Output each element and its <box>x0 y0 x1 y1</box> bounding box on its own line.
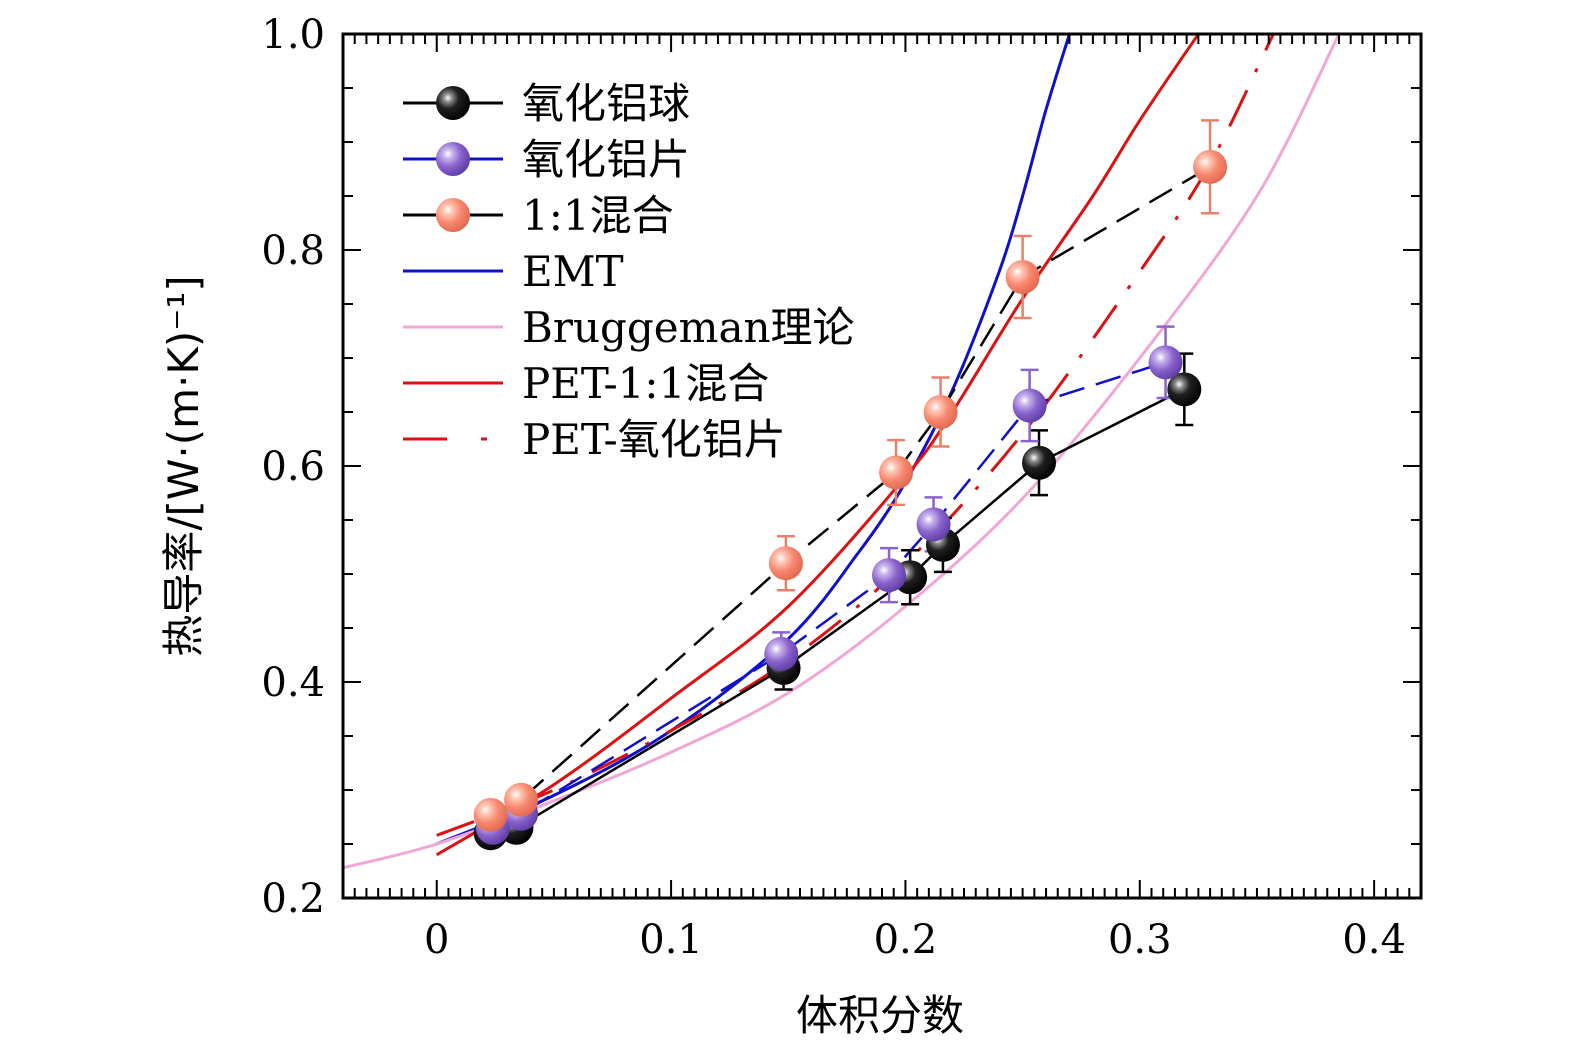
legend-label: PET-氧化铝片 <box>522 415 786 464</box>
data-point <box>1148 345 1183 380</box>
series-curve-6 <box>436 34 1275 837</box>
y-axis-title: 热导率/[W·(m·K)⁻¹] <box>159 275 208 656</box>
legend-item: EMT <box>403 247 624 296</box>
legend-label: Bruggeman理论 <box>522 303 855 352</box>
data-point <box>1005 260 1040 294</box>
data-point <box>916 507 951 542</box>
legend-item: PET-氧化铝片 <box>403 415 786 464</box>
data-point <box>1193 149 1228 184</box>
legend-swatch-marker <box>436 198 470 232</box>
legend-label: 氧化铝片 <box>522 135 690 184</box>
legend-label: EMT <box>522 247 624 296</box>
series-curve-3 <box>436 34 1071 846</box>
data-point <box>1012 388 1047 423</box>
data-point <box>764 636 799 671</box>
data-point <box>872 558 907 593</box>
legend-item: 1:1混合 <box>403 191 674 240</box>
data-point <box>1022 445 1057 480</box>
data-point <box>923 395 958 429</box>
y-tick-label: 0.8 <box>261 228 325 274</box>
y-tick-label: 1.0 <box>261 12 325 58</box>
data-point <box>473 797 508 832</box>
y-tick-label: 0.6 <box>261 444 325 490</box>
x-axis-title: 体积分数 <box>796 991 964 1040</box>
data-point <box>768 546 803 581</box>
legend-item: 氧化铝片 <box>403 135 690 184</box>
x-tick-label: 0.4 <box>1342 917 1406 963</box>
x-tick-label: 0 <box>424 917 449 963</box>
data-point <box>1167 372 1202 407</box>
legend-item: 氧化铝球 <box>403 79 690 128</box>
legend-swatch-marker <box>436 86 470 120</box>
legend-label: PET-1:1混合 <box>522 359 769 408</box>
data-point <box>504 782 539 817</box>
y-tick-label: 0.2 <box>261 876 325 922</box>
legend-item: PET-1:1混合 <box>403 359 769 408</box>
series-curve-5 <box>435 34 1200 857</box>
legend-label: 1:1混合 <box>522 191 674 240</box>
x-tick-label: 0.2 <box>874 917 938 963</box>
y-tick-label: 0.4 <box>261 660 325 706</box>
legend-label: 氧化铝球 <box>522 79 690 128</box>
legend-swatch-marker <box>436 142 470 176</box>
legend-item: Bruggeman理论 <box>403 303 855 352</box>
data-point <box>879 455 914 490</box>
x-tick-label: 0.1 <box>639 917 703 963</box>
x-tick-label: 0.3 <box>1108 917 1172 963</box>
